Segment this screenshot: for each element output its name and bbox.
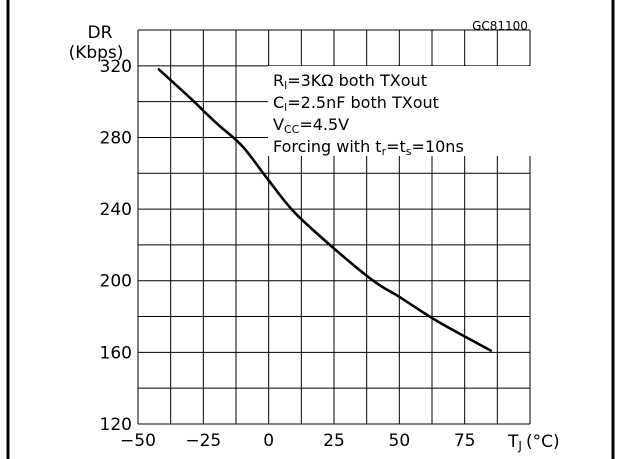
annotation-1-a-sub: l [284, 79, 287, 92]
annotation-2-a: C [273, 93, 284, 112]
series-line-dr-vs-tj [157, 68, 493, 352]
x-axis-label-unit: (°C) [526, 432, 560, 452]
annotation-line-2: Cl=2.5nF both TXout [273, 93, 439, 114]
annotation-4-b-sub: s [406, 145, 412, 158]
annotation-line-1: Rl=3KΩ both TXout [273, 71, 427, 92]
annotation-4-a: Forcing with t [273, 137, 382, 156]
annotation-1-b: =3KΩ both TXout [287, 71, 427, 90]
y-tick-label: 160 [100, 343, 132, 363]
series-group [157, 68, 493, 352]
y-tick-label: 240 [100, 200, 132, 220]
x-axis-label-main: T [507, 432, 519, 452]
annotation-3-b: =4.5V [299, 115, 349, 134]
y-tick-labels: 120 160 200 240 280 320 [100, 57, 132, 435]
annotation-3-a-sub: CC [284, 123, 300, 136]
annotation-box [268, 66, 533, 156]
annotation-line-3: VCC=4.5V [273, 115, 349, 136]
y-tick-label: 200 [100, 272, 132, 292]
annotation-4-c: =10ns [412, 137, 464, 156]
x-tick-label: −50 [120, 431, 156, 451]
y-tick-label: 320 [100, 57, 132, 77]
x-axis-label-sub: J [517, 439, 522, 453]
annotation-3-a: V [273, 115, 284, 134]
annotation-2-a-sub: l [284, 101, 287, 114]
x-tick-labels: −50 −25 0 25 50 75 [120, 431, 475, 451]
y-axis-label-line2: (Kbps) [69, 43, 124, 63]
x-tick-label: −25 [185, 431, 221, 451]
y-tick-label: 120 [100, 415, 132, 435]
x-tick-label: 50 [389, 431, 411, 451]
y-axis-label-line1: DR [88, 23, 113, 43]
figure-code: GC81100 [472, 19, 528, 33]
x-axis-label: TJ (°C) [507, 432, 560, 453]
annotation-1-a: R [273, 71, 284, 90]
annotation-4-b: =t [386, 137, 406, 156]
annotation-4-a-sub: r [382, 145, 387, 158]
x-tick-label: 0 [263, 431, 274, 451]
x-tick-label: 25 [323, 431, 345, 451]
y-tick-label: 280 [100, 128, 132, 148]
x-tick-label: 75 [454, 431, 476, 451]
annotation-line-4: Forcing with tr=ts=10ns [273, 137, 464, 158]
annotation: Rl=3KΩ both TXout Cl=2.5nF both TXout VC… [273, 71, 464, 158]
annotation-2-b: =2.5nF both TXout [287, 93, 439, 112]
